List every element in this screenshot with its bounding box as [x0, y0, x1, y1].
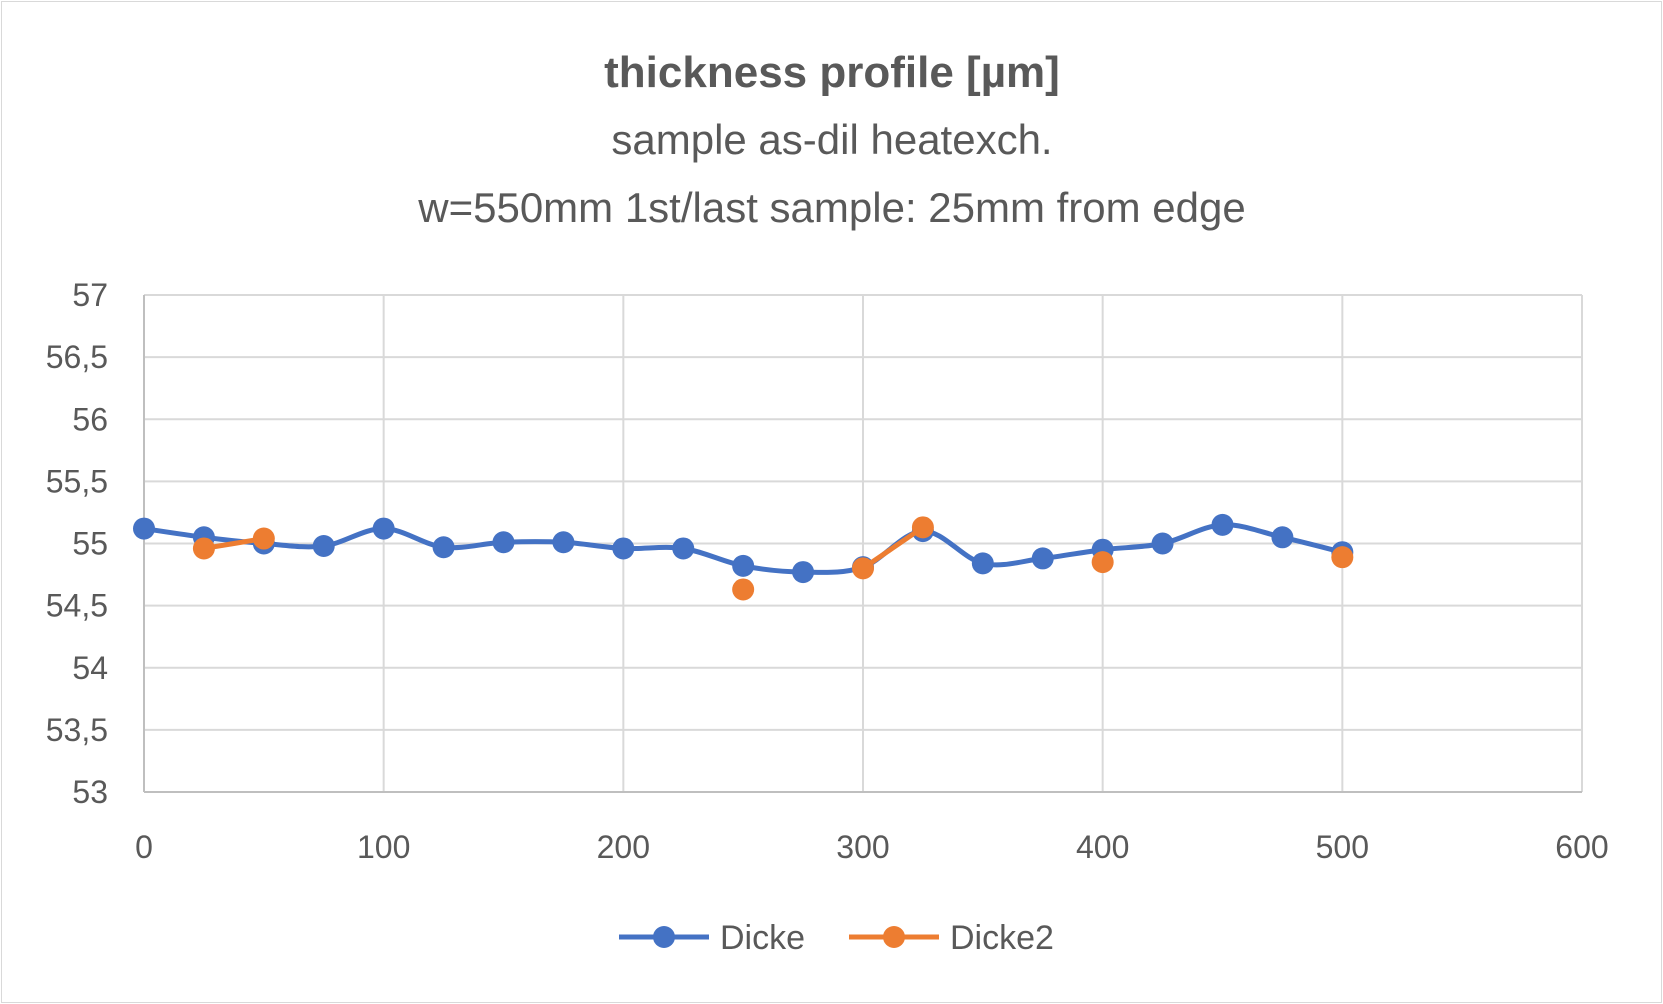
data-point-dicke — [792, 561, 815, 584]
chart-title: thickness profile [µm] — [604, 48, 1060, 97]
legend-marker-dicke — [653, 926, 675, 948]
chart-subtitle-line-1: sample as-dil heatexch. — [611, 116, 1052, 163]
x-tick-label: 0 — [135, 829, 153, 865]
data-point-dicke — [312, 534, 335, 557]
legend-marker-dicke2 — [883, 926, 905, 948]
legend-label-dicke2: Dicke2 — [950, 919, 1054, 957]
data-point-dicke — [732, 554, 755, 577]
data-point-dicke — [1151, 532, 1174, 555]
y-tick-label: 53,5 — [46, 712, 108, 748]
y-tick-label: 57 — [72, 277, 108, 313]
x-tick-label: 200 — [597, 829, 650, 865]
legend-label-dicke: Dicke — [720, 919, 805, 957]
data-point-dicke — [372, 517, 395, 540]
y-tick-label: 53 — [72, 774, 108, 810]
series-dicke2 — [192, 516, 1354, 601]
data-point-dicke — [1031, 547, 1054, 570]
x-tick-label: 300 — [836, 829, 889, 865]
data-point-dicke2 — [911, 516, 934, 539]
data-point-dicke — [1271, 526, 1294, 549]
data-point-dicke — [672, 537, 695, 560]
data-point-dicke — [971, 552, 994, 575]
data-point-dicke — [133, 517, 155, 540]
data-point-dicke2 — [852, 557, 874, 580]
y-tick-label: 54 — [72, 650, 108, 686]
x-tick-label: 100 — [357, 829, 410, 865]
x-tick-label: 600 — [1555, 829, 1608, 865]
y-tick-label: 55,5 — [46, 463, 108, 499]
data-point-dicke — [552, 531, 575, 554]
y-tick-label: 56 — [72, 401, 108, 437]
data-point-dicke — [1211, 513, 1234, 536]
data-point-dicke — [492, 531, 515, 554]
axis-labels: 53 53,5 54 54,5 55 55,5 56 56,5 57 0 100 200 300 400 5… — [46, 277, 1609, 865]
data-point-dicke — [432, 536, 455, 559]
data-point-dicke2 — [1091, 551, 1114, 574]
y-tick-label: 54,5 — [46, 588, 108, 624]
series-dicke — [133, 513, 1354, 584]
y-tick-label: 56,5 — [46, 339, 108, 375]
data-point-dicke2 — [252, 527, 275, 550]
legend: Dicke Dicke2 — [619, 919, 1054, 957]
y-tick-label: 55 — [72, 526, 108, 562]
data-point-dicke — [612, 537, 635, 560]
chart-subtitle-line-2: w=550mm 1st/last sample: 25mm from edge — [417, 184, 1246, 231]
x-tick-label: 400 — [1076, 829, 1129, 865]
x-tick-label: 500 — [1316, 829, 1369, 865]
data-point-dicke2 — [732, 578, 755, 601]
grid-layer — [143, 294, 1583, 793]
data-point-dicke2 — [1331, 546, 1354, 569]
data-point-dicke2 — [192, 537, 215, 560]
series-layer — [133, 513, 1354, 601]
